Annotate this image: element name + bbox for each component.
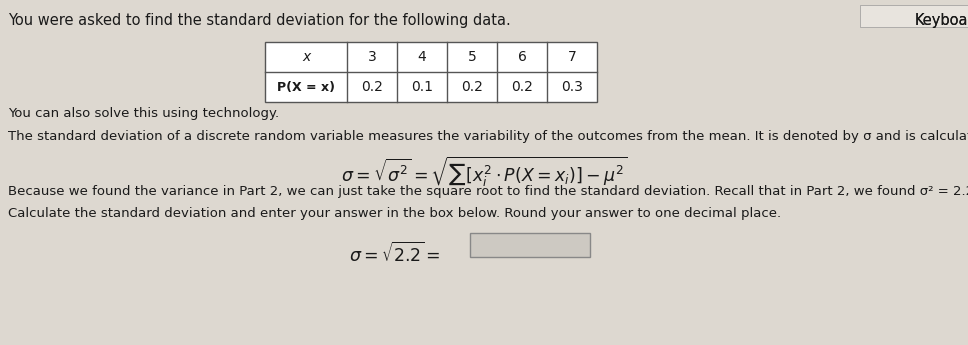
Text: 4: 4	[417, 50, 426, 64]
Text: $\sigma = \sqrt{2.2} = $: $\sigma = \sqrt{2.2} = $	[349, 242, 440, 266]
Text: You were asked to find the standard deviation for the following data.: You were asked to find the standard devi…	[8, 13, 511, 28]
Text: Keyboa: Keyboa	[915, 13, 968, 28]
Text: x: x	[302, 50, 310, 64]
Bar	[470, 233, 590, 257]
Text: 0.1: 0.1	[411, 80, 433, 94]
Text: 0.3: 0.3	[561, 80, 583, 94]
Bar	[265, 42, 597, 102]
Text: 7: 7	[567, 50, 576, 64]
Text: 5: 5	[468, 50, 476, 64]
Text: 0.2: 0.2	[361, 80, 383, 94]
Text: You can also solve this using technology.: You can also solve this using technology…	[8, 107, 279, 120]
Text: 6: 6	[518, 50, 527, 64]
Text: P(X = x): P(X = x)	[277, 80, 335, 93]
Text: The standard deviation of a discrete random variable measures the variability of: The standard deviation of a discrete ran…	[8, 130, 968, 143]
Text: 0.2: 0.2	[461, 80, 483, 94]
Text: 3: 3	[368, 50, 377, 64]
Text: Keyboa: Keyboa	[915, 13, 968, 28]
Text: Calculate the standard deviation and enter your answer in the box below. Round y: Calculate the standard deviation and ent…	[8, 207, 781, 220]
Text: $\sigma = \sqrt{\sigma^2} = \sqrt{\sum [x_i^2 \cdot P(X = x_i)] - \mu^2}$: $\sigma = \sqrt{\sigma^2} = \sqrt{\sum […	[341, 155, 627, 189]
Bar	[860, 5, 968, 27]
Text: 0.2: 0.2	[511, 80, 533, 94]
Text: Because we found the variance in Part 2, we can just take the square root to fin: Because we found the variance in Part 2,…	[8, 185, 968, 198]
